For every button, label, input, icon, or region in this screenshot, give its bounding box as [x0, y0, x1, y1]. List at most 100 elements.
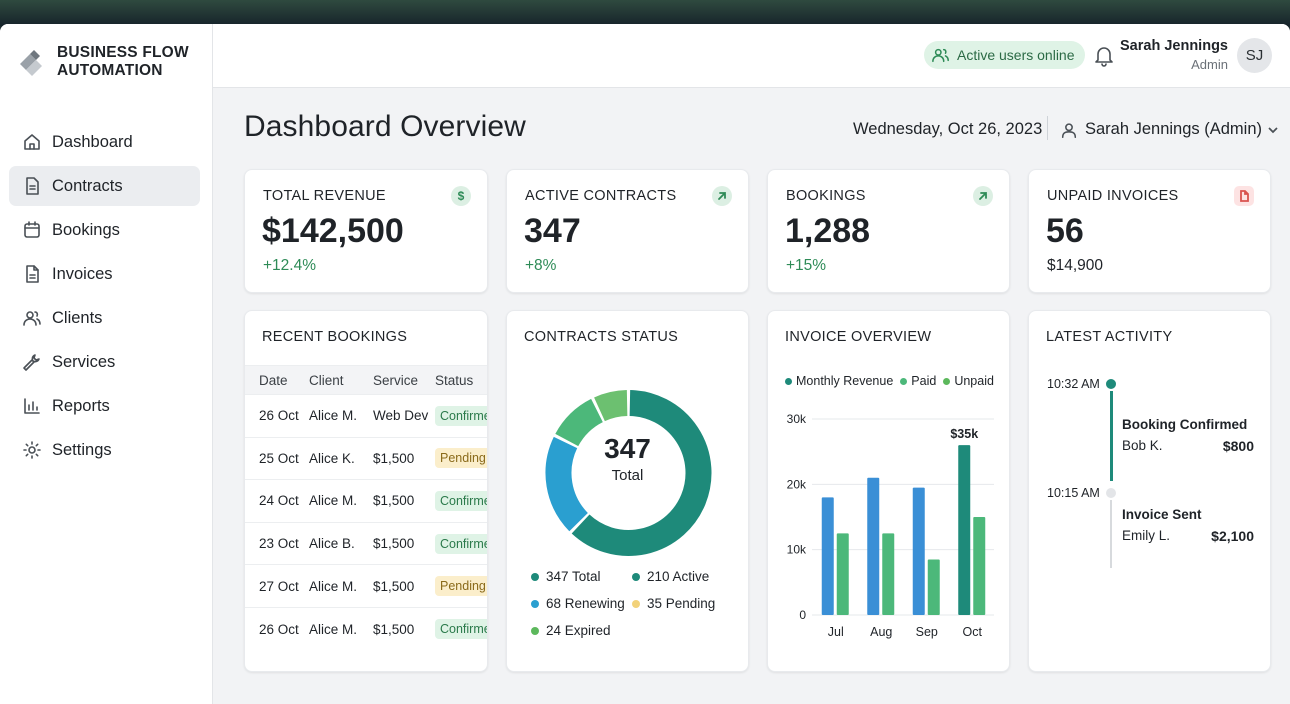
cell-status: Confirmed [435, 490, 487, 511]
brand[interactable]: BUSINESS FLOW AUTOMATION [16, 44, 189, 80]
bell-icon [1095, 47, 1113, 67]
activity-title: Booking Confirmed [1122, 417, 1248, 432]
bar-aug-monthly-revenue[interactable] [867, 477, 880, 615]
activity-amount: $2,100 [1211, 528, 1254, 544]
legend-item-active: 210 Active [632, 569, 709, 584]
column-header-service[interactable]: Service [373, 372, 419, 388]
divider [1047, 116, 1048, 140]
kpi-label: BOOKINGS [786, 188, 866, 204]
legend-item-paid: Paid [900, 374, 936, 388]
kpi-card-unpaid-invoices[interactable]: UNPAID INVOICES 56 $14,900 [1028, 169, 1271, 293]
bar-sep-paid[interactable] [927, 559, 940, 615]
sidebar-item-services[interactable]: Services [9, 342, 200, 382]
card-title: LATEST ACTIVITY [1046, 329, 1173, 345]
bar-jul-paid[interactable] [836, 533, 849, 615]
users-online-icon [932, 48, 949, 63]
cell-date: 24 Oct [259, 493, 299, 509]
kpi-change: +12.4% [263, 257, 317, 274]
kpi-amount: $14,900 [1047, 257, 1104, 274]
bar-annotation: $35k [950, 427, 978, 441]
legend-item-expired: 24 Expired [531, 623, 611, 638]
bar-sep-monthly-revenue[interactable] [912, 487, 925, 615]
timeline-dot-active [1106, 379, 1116, 389]
calendar-icon [22, 220, 42, 240]
legend-dot [632, 599, 640, 608]
app-window: BUSINESS FLOW AUTOMATION Dashboard Contr… [0, 24, 1290, 704]
column-header-status[interactable]: Status [435, 372, 474, 388]
table-row[interactable]: 26 Oct Alice M. Web Dev Confirmed [245, 395, 487, 438]
kpi-change: +8% [525, 257, 557, 274]
column-header-date[interactable]: Date [259, 372, 288, 388]
table-row[interactable]: 27 Oct Alice M. $1,500 Pending [245, 565, 487, 608]
invoice-overview-card: INVOICE OVERVIEW Monthly Revenue Paid Un… [767, 310, 1010, 672]
sidebar-item-settings[interactable]: Settings [9, 430, 200, 470]
user-switcher-dropdown[interactable]: Sarah Jennings (Admin) [1060, 120, 1279, 139]
cell-client: Alice K. [309, 450, 355, 466]
dollar-icon: $ [451, 186, 471, 206]
page-title: Dashboard Overview [244, 110, 526, 143]
donut-segment-pending[interactable] [555, 398, 604, 447]
bar-jul-monthly-revenue[interactable] [821, 497, 834, 615]
kpi-card-active-contracts[interactable]: ACTIVE CONTRACTS 347 +8% [506, 169, 749, 293]
home-icon [22, 132, 42, 152]
sidebar-item-dashboard[interactable]: Dashboard [9, 122, 200, 162]
active-users-label: Active users online [957, 47, 1075, 63]
table-row[interactable]: 23 Oct Alice B. $1,500 Confirmed [245, 523, 487, 566]
contracts-donut-chart [545, 390, 712, 556]
legend-dot [943, 377, 951, 385]
legend-dot [531, 599, 539, 608]
current-date: Wednesday, Oct 26, 2023 [853, 120, 1043, 138]
bar-oct-paid[interactable] [973, 517, 986, 615]
kpi-change: +15% [786, 257, 827, 274]
x-tick-label: Sep [916, 625, 938, 639]
notifications-button[interactable] [1094, 45, 1114, 67]
bar-chart-icon [22, 396, 42, 416]
avatar[interactable]: SJ [1237, 38, 1272, 73]
legend-dot [531, 626, 539, 635]
activity-title: Invoice Sent [1122, 507, 1202, 522]
cell-client: Alice M. [309, 493, 358, 509]
table-row[interactable]: 25 Oct Alice K. $1,500 Pending [245, 438, 487, 481]
status-badge: Confirmed [435, 490, 487, 511]
active-users-badge[interactable]: Active users online [924, 41, 1085, 69]
kpi-card-bookings[interactable]: BOOKINGS 1,288 +15% [767, 169, 1010, 293]
cell-status: Confirmed [435, 405, 487, 426]
brand-line-1: BUSINESS FLOW [57, 44, 189, 61]
bar-aug-paid[interactable] [882, 533, 895, 615]
sidebar-item-label: Contracts [52, 176, 123, 195]
kpi-label: ACTIVE CONTRACTS [525, 188, 677, 204]
cell-status: Confirmed [435, 619, 487, 640]
table-row[interactable]: 24 Oct Alice M. $1,500 Confirmed [245, 480, 487, 523]
sidebar-nav: Dashboard Contracts Bookings Invoices Cl… [9, 122, 200, 474]
header-user-name: Sarah Jennings [1120, 38, 1228, 54]
donut-segment-active[interactable] [571, 390, 712, 556]
window-top-strip [0, 0, 1290, 26]
sidebar-item-label: Settings [52, 440, 112, 459]
invoice-bar-chart: 0 10k 20k 30k Jul Aug Sep $35k Oct [787, 412, 994, 639]
legend-item-total: 347 Total [531, 569, 601, 584]
contracts-status-card: CONTRACTS STATUS 347 Total 347 Total 210… [506, 310, 749, 672]
sidebar-item-invoices[interactable]: Invoices [9, 254, 200, 294]
cell-client: Alice M. [309, 578, 358, 594]
sidebar-item-bookings[interactable]: Bookings [9, 210, 200, 250]
donut-segment-expired[interactable] [594, 390, 628, 422]
x-tick-label: Oct [963, 625, 983, 639]
sidebar-item-clients[interactable]: Clients [9, 298, 200, 338]
activity-client: Emily L. [1122, 528, 1171, 543]
table-row[interactable]: 26 Oct Alice M. $1,500 Confirmed [245, 608, 487, 651]
sidebar-item-contracts[interactable]: Contracts [9, 166, 200, 206]
donut-segment-renewing[interactable] [545, 436, 589, 532]
kpi-card-total-revenue[interactable]: TOTAL REVENUE $ $142,500 +12.4% [244, 169, 488, 293]
sidebar-item-reports[interactable]: Reports [9, 386, 200, 426]
legend-item-unpaid: Unpaid [943, 374, 994, 388]
recent-bookings-card: RECENT BOOKINGS Date Client Service Stat… [244, 310, 488, 672]
file-icon [1234, 186, 1254, 206]
column-header-client[interactable]: Client [309, 372, 344, 388]
arrow-up-right-icon [712, 186, 732, 206]
table-header: Date Client Service Status [245, 365, 487, 395]
bar-oct-monthly-revenue[interactable] [958, 445, 971, 615]
timeline-line-active [1110, 391, 1113, 481]
brand-logo-icon [20, 50, 42, 76]
cell-status: Pending [435, 576, 487, 597]
sidebar-item-label: Dashboard [52, 132, 133, 151]
